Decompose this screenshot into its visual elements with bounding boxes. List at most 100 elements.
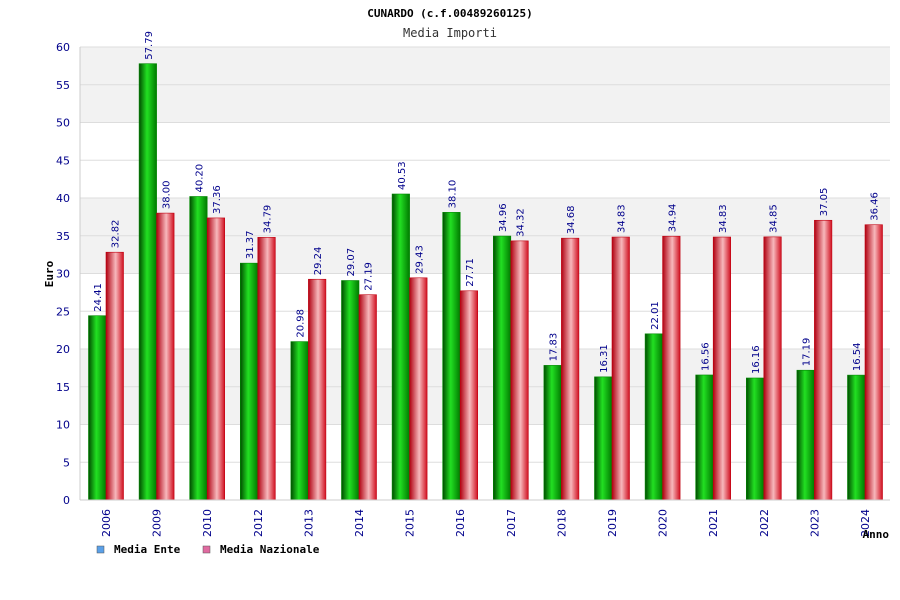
data-label: 34.83 (718, 204, 729, 233)
legend: Media Ente Media Nazionale (96, 543, 320, 556)
value-labels: 24.41 32.82 57.79 38.00 40.20 37.36 31.37 34.79… (93, 31, 881, 374)
data-label: 34.85 (769, 204, 780, 233)
data-label: 34.96 (498, 203, 509, 232)
bar-media-nazionale (206, 217, 225, 501)
legend-label-media-nazionale: Media Nazionale (220, 543, 320, 556)
x-tick-label: 2018 (555, 509, 568, 537)
data-label: 17.19 (802, 338, 813, 367)
data-label: 29.43 (414, 245, 425, 274)
data-label: 34.32 (516, 208, 527, 237)
data-label: 57.79 (144, 31, 155, 60)
bar-media-nazionale (257, 237, 276, 501)
data-label: 34.83 (617, 204, 628, 233)
bar-media-ente (189, 196, 208, 501)
bar-media-nazionale (662, 235, 681, 501)
data-label: 29.07 (346, 248, 357, 277)
y-tick-label: 10 (56, 419, 70, 432)
data-label: 40.20 (194, 164, 205, 193)
bar-media-nazionale (308, 278, 327, 501)
data-label: 38.10 (447, 180, 458, 209)
bar-media-ente (594, 376, 613, 501)
data-label: 37.36 (212, 185, 223, 214)
y-tick-label: 45 (56, 154, 70, 167)
data-label: 27.71 (465, 258, 476, 287)
data-label: 34.79 (263, 205, 274, 234)
bar-media-ente (492, 235, 512, 501)
bar-media-nazionale (459, 290, 479, 501)
x-tick-label: 2006 (100, 509, 113, 537)
y-tick-label: 20 (56, 343, 70, 356)
data-label: 32.82 (111, 220, 122, 249)
y-tick-label: 15 (56, 381, 70, 394)
bar-media-ente (847, 374, 866, 501)
x-axis-label: Anno (863, 528, 890, 541)
data-label: 40.53 (397, 161, 408, 190)
x-tick-label: 2013 (302, 509, 315, 537)
bar-media-ente (543, 365, 562, 501)
data-label: 36.46 (870, 192, 881, 221)
x-tick-label: 2021 (707, 509, 720, 537)
bar-media-ente (290, 341, 309, 501)
data-label: 34.68 (566, 206, 577, 235)
bar-media-ente (796, 369, 815, 501)
x-tick-label: 2016 (454, 509, 467, 537)
bar-media-nazionale (409, 277, 428, 501)
y-tick-label: 5 (63, 456, 70, 469)
data-label: 31.37 (245, 231, 256, 260)
bar-media-nazionale (763, 236, 782, 501)
x-tick-label: 2015 (404, 509, 417, 537)
x-tick-label: 2024 (859, 509, 872, 537)
y-tick-label: 40 (56, 192, 70, 205)
bar-media-nazionale (561, 237, 580, 501)
data-label: 34.94 (667, 204, 678, 233)
data-label: 17.83 (549, 333, 560, 362)
y-tick-label: 35 (56, 230, 70, 243)
x-tick-label: 2017 (505, 509, 518, 537)
x-tick-label: 2009 (151, 509, 164, 537)
x-tick-label: 2022 (758, 509, 771, 537)
x-axis-ticks: 2006 2009 2010 2012 2013 2014 2015 2016 2017 2018… (100, 509, 872, 537)
y-tick-label: 60 (56, 41, 70, 54)
x-tick-label: 2010 (201, 509, 214, 537)
x-tick-label: 2019 (606, 509, 619, 537)
y-tick-label: 50 (56, 117, 70, 130)
y-axis-ticks: 0 5 10 15 20 25 30 35 40 45 50 55 60 (56, 41, 70, 507)
data-label: 16.56 (700, 342, 711, 371)
x-tick-label: 2020 (657, 509, 670, 537)
y-tick-label: 0 (63, 494, 70, 507)
bar-media-ente (442, 212, 461, 501)
y-axis-label: Euro (43, 260, 56, 287)
bar-media-nazionale (814, 219, 833, 501)
chart-subtitle: Media Importi (403, 26, 497, 40)
bar-media-ente (391, 193, 410, 501)
bar-media-nazionale (358, 294, 377, 501)
data-label: 27.19 (364, 262, 375, 291)
bar-media-ente (240, 262, 259, 501)
bar-media-ente (644, 333, 663, 501)
chart-title: CUNARDO (c.f.00489260125) (367, 7, 533, 20)
data-label: 38.00 (161, 180, 172, 209)
legend-swatch-media-nazionale (202, 545, 211, 554)
bars (88, 63, 883, 501)
bar-media-ente (695, 374, 714, 501)
legend-swatch-media-ente (96, 545, 105, 554)
bar-media-ente (88, 315, 107, 501)
data-label: 16.54 (852, 342, 863, 371)
data-label: 29.24 (313, 247, 324, 276)
bar-media-nazionale (712, 236, 732, 501)
data-label: 16.16 (751, 345, 762, 374)
data-label: 20.98 (296, 309, 307, 338)
bar-media-nazionale (105, 251, 124, 501)
bar-media-nazionale (864, 224, 883, 501)
data-label: 37.05 (819, 188, 830, 217)
bar-media-ente (745, 377, 765, 501)
bar-media-nazionale (156, 212, 175, 501)
x-tick-label: 2014 (353, 509, 366, 537)
data-label: 22.01 (650, 301, 661, 330)
data-label: 16.31 (599, 344, 610, 373)
x-tick-label: 2023 (808, 509, 821, 537)
y-tick-label: 55 (56, 79, 70, 92)
bar-media-ente (138, 63, 157, 501)
y-tick-label: 30 (56, 268, 70, 281)
bar-media-nazionale (510, 240, 529, 501)
